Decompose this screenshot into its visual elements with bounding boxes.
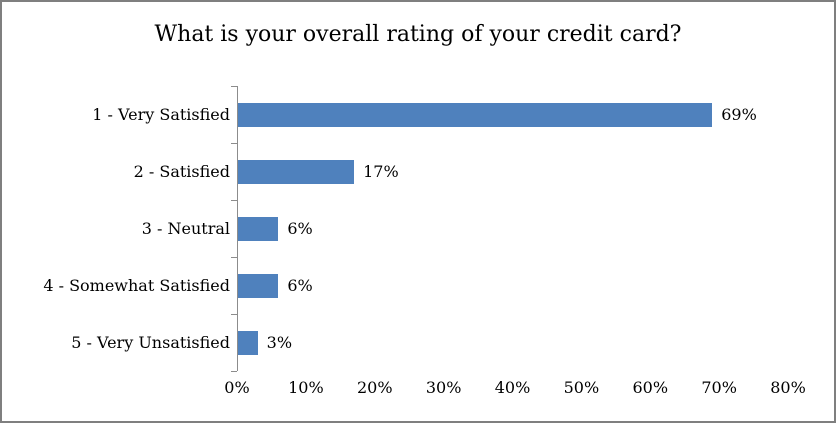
x-axis-tick-label: 30% bbox=[425, 378, 462, 397]
bar-track: 69% bbox=[237, 86, 788, 143]
category-label: 5 - Very Unsatisfied bbox=[71, 333, 230, 352]
value-label: 6% bbox=[287, 219, 313, 238]
chart-row: 1 - Very Satisfied 69% bbox=[14, 86, 788, 143]
bar bbox=[237, 273, 279, 298]
x-axis-tick-label: 20% bbox=[356, 378, 393, 397]
y-axis-tick-mark bbox=[231, 314, 237, 315]
x-axis-labels: 0% 10% 20% 30% 40% 50% 60% 70% 80% bbox=[224, 378, 805, 404]
bar bbox=[237, 102, 713, 127]
value-label: 69% bbox=[721, 105, 757, 124]
category-label: 3 - Neutral bbox=[141, 219, 230, 238]
x-axis-tick-label: 60% bbox=[632, 378, 669, 397]
plot-rows: 1 - Very Satisfied 69% 2 - Satisfied 17% 3 -… bbox=[14, 86, 788, 371]
y-axis-tick-mark bbox=[231, 200, 237, 201]
value-label: 3% bbox=[266, 333, 293, 352]
bar-track: 17% bbox=[237, 143, 788, 200]
x-axis-tick-label: 10% bbox=[288, 378, 324, 397]
bar bbox=[237, 159, 355, 184]
chart-row: 5 - Very Unsatisfied 3% bbox=[14, 314, 788, 371]
y-axis-tick-mark bbox=[231, 371, 237, 372]
category-label: 2 - Satisfied bbox=[133, 162, 230, 181]
x-axis-tick-label: 50% bbox=[563, 378, 600, 397]
bar bbox=[237, 216, 279, 241]
y-axis-tick-mark bbox=[231, 143, 237, 144]
y-axis-tick-mark bbox=[231, 86, 237, 87]
x-axis-tick-label: 70% bbox=[701, 378, 737, 397]
bar-track: 6% bbox=[237, 200, 788, 257]
bar bbox=[237, 330, 258, 355]
chart-row: 3 - Neutral 6% bbox=[14, 200, 788, 257]
value-label: 17% bbox=[363, 162, 399, 181]
category-label: 1 - Very Satisfied bbox=[92, 105, 230, 124]
chart-row: 2 - Satisfied 17% bbox=[14, 143, 788, 200]
chart-row: 4 - Somewhat Satisfied 6% bbox=[14, 257, 788, 314]
value-label: 6% bbox=[287, 276, 313, 295]
x-axis-tick-label: 0% bbox=[224, 378, 250, 397]
y-axis-line bbox=[231, 86, 238, 372]
chart-title: What is your overall rating of your cred… bbox=[154, 22, 682, 47]
x-axis-tick-label: 80% bbox=[770, 378, 806, 397]
y-axis-tick-mark bbox=[231, 257, 237, 258]
x-axis-tick-label: 40% bbox=[494, 378, 531, 397]
bar-track: 3% bbox=[237, 314, 788, 371]
category-label: 4 - Somewhat Satisfied bbox=[43, 276, 230, 295]
bar-track: 6% bbox=[237, 257, 788, 314]
